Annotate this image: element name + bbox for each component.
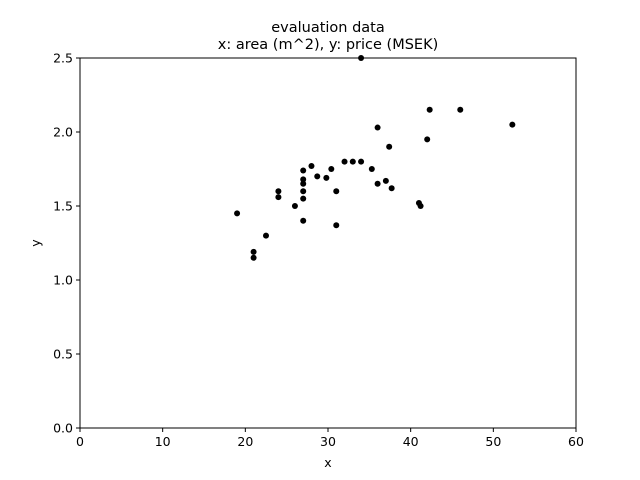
- plot-area: [234, 55, 516, 261]
- data-point: [275, 188, 282, 195]
- x-tick-label: 30: [320, 434, 336, 449]
- data-point: [333, 222, 340, 229]
- data-point: [424, 136, 431, 143]
- data-point: [300, 195, 307, 202]
- y-axis: 0.0 0.5 1.0 1.5 2.0 2.5: [53, 51, 80, 436]
- data-point: [368, 166, 375, 172]
- data-point: [358, 158, 365, 165]
- data-point: [300, 176, 307, 183]
- data-point: [417, 203, 424, 209]
- y-tick-label: 0.0: [53, 421, 73, 436]
- y-tick-label: 0.5: [53, 347, 73, 362]
- x-tick-label: 20: [237, 434, 253, 449]
- y-tick-label: 1.5: [53, 199, 73, 214]
- x-tick-label: 0: [76, 434, 84, 449]
- data-point: [308, 163, 315, 170]
- x-axis-label: x: [324, 455, 331, 470]
- chart-title: evaluation data: [271, 20, 385, 36]
- data-point: [426, 106, 433, 113]
- data-point: [341, 158, 348, 165]
- data-point: [386, 143, 393, 150]
- data-point: [263, 232, 269, 239]
- chart-subtitle: x: area (m^2), y: price (MSEK): [218, 37, 438, 53]
- y-tick-label: 1.0: [53, 273, 73, 288]
- data-point: [314, 173, 321, 180]
- x-tick-label: 50: [485, 434, 501, 449]
- x-tick-label: 60: [568, 434, 584, 449]
- data-point: [382, 177, 389, 184]
- data-point: [300, 180, 307, 187]
- data-point: [374, 180, 381, 187]
- data-point: [300, 217, 307, 224]
- data-point: [374, 124, 381, 131]
- data-point: [250, 254, 257, 261]
- data-point: [300, 188, 307, 195]
- axes-frame: [79, 57, 577, 429]
- data-point: [457, 106, 464, 113]
- data-point: [291, 203, 298, 209]
- data-point: [250, 248, 257, 255]
- data-point: [349, 158, 356, 165]
- data-point: [275, 194, 282, 201]
- x-axis: 0 10 20 30 40 50 60: [76, 428, 584, 449]
- x-tick-label: 40: [403, 434, 419, 449]
- data-point: [323, 174, 330, 181]
- data-point: [300, 167, 307, 174]
- y-tick-label: 2.0: [53, 125, 73, 140]
- data-point: [328, 166, 335, 172]
- data-point: [388, 185, 395, 192]
- data-point: [509, 121, 516, 128]
- x-tick-label: 10: [155, 434, 171, 449]
- data-point: [234, 210, 241, 217]
- data-point: [333, 188, 340, 195]
- y-axis-label: y: [28, 239, 43, 247]
- y-tick-label: 2.5: [53, 51, 73, 66]
